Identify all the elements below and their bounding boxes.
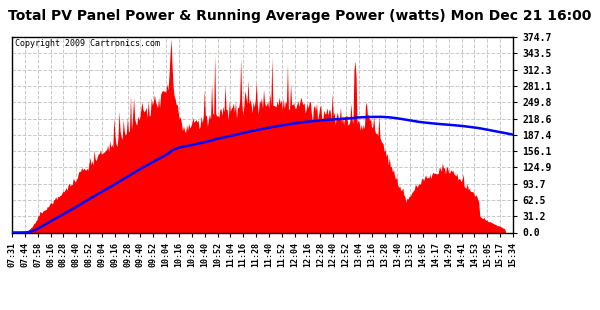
Text: Copyright 2009 Cartronics.com: Copyright 2009 Cartronics.com xyxy=(14,39,160,48)
Text: Total PV Panel Power & Running Average Power (watts) Mon Dec 21 16:00: Total PV Panel Power & Running Average P… xyxy=(8,9,592,23)
